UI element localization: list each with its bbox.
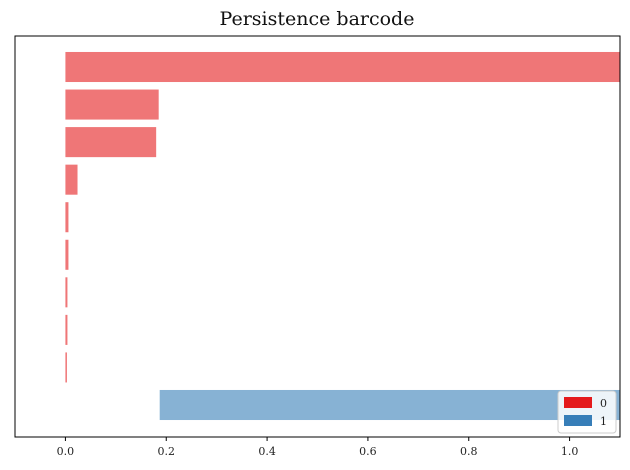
bar-dim1-0: [159, 389, 620, 421]
bar-dim0-2: [65, 127, 157, 158]
x-tick-label: 0.6: [359, 445, 377, 458]
x-tick-label: 0.2: [158, 445, 176, 458]
bar-dim0-7: [65, 314, 68, 345]
bar-dim0-0: [65, 51, 620, 83]
x-axis-ticks: 0.0 0.2 0.4 0.6 0.8 1.0: [57, 437, 579, 458]
chart-title: Persistence barcode: [220, 8, 415, 30]
legend: 01: [557, 390, 617, 434]
legend-label-1: 1: [600, 415, 607, 428]
legend-label-0: 0: [600, 397, 607, 410]
x-tick-label: 0.8: [460, 445, 478, 458]
legend-swatch-1: [564, 415, 592, 426]
bar-dim0-4: [65, 202, 69, 233]
bar-dim0-1: [65, 89, 159, 120]
x-tick-label: 1.0: [561, 445, 579, 458]
plot-frame: [14, 35, 621, 438]
bar-dim0-8: [65, 352, 67, 383]
x-tick-label: 0.0: [57, 445, 75, 458]
bars-layer: [65, 51, 620, 421]
bar-dim0-6: [65, 277, 68, 308]
bar-dim0-5: [65, 239, 69, 270]
legend-swatch-0: [564, 397, 592, 408]
bar-dim0-3: [65, 164, 78, 195]
x-tick-label: 0.4: [258, 445, 276, 458]
